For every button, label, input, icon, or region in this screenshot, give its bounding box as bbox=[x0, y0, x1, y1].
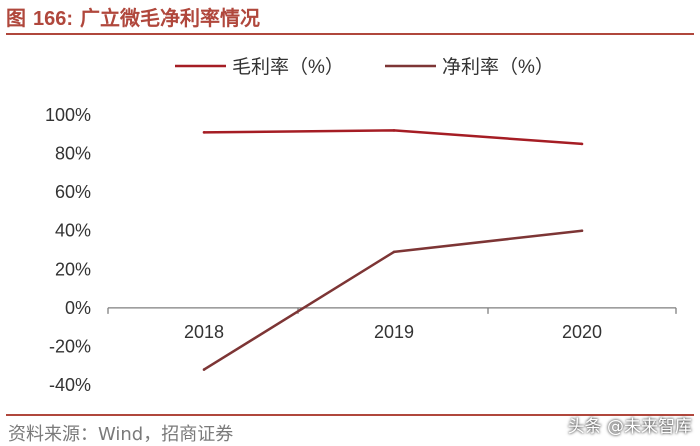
figure-title-number: 166: bbox=[32, 8, 73, 30]
source-note: 资料来源：Wind，招商证券 bbox=[8, 424, 234, 445]
data-point bbox=[392, 250, 396, 254]
figure-title: 图 166: 广立微毛净利率情况 bbox=[6, 2, 260, 31]
data-point bbox=[580, 229, 584, 233]
figure-title-prefix: 图 bbox=[6, 6, 26, 30]
y-tick-label: 20% bbox=[55, 259, 91, 279]
series-line-gross-margin bbox=[203, 129, 583, 146]
legend-label: 毛利率（%） bbox=[232, 56, 344, 78]
y-tick-label: 40% bbox=[55, 221, 91, 241]
data-point bbox=[202, 368, 206, 371]
y-tick-label: -40% bbox=[49, 375, 91, 395]
title-rule bbox=[6, 33, 694, 35]
y-tick-label: 100% bbox=[45, 105, 91, 125]
x-tick-label: 2020 bbox=[562, 322, 602, 342]
y-tick-label: 0% bbox=[65, 298, 91, 318]
y-tick-label: 80% bbox=[55, 144, 91, 164]
watermark: 头条 @未来智库 bbox=[567, 417, 692, 437]
y-tick-label: 60% bbox=[55, 182, 91, 202]
data-point bbox=[580, 142, 584, 146]
data-point bbox=[392, 129, 396, 132]
y-tick-label: -20% bbox=[49, 336, 91, 356]
margin-line-chart: 100% 80% 60% 40% 20% 0% -20% -40% 2018 2019 2020 毛利… bbox=[45, 56, 677, 395]
bottom-rule bbox=[6, 414, 694, 416]
x-tick-label: 2018 bbox=[184, 322, 224, 342]
legend-label: 净利率（%） bbox=[442, 56, 554, 78]
data-point bbox=[202, 131, 206, 134]
figure-title-text: 广立微毛净利率情况 bbox=[79, 6, 260, 30]
x-tick-label: 2019 bbox=[374, 322, 414, 342]
